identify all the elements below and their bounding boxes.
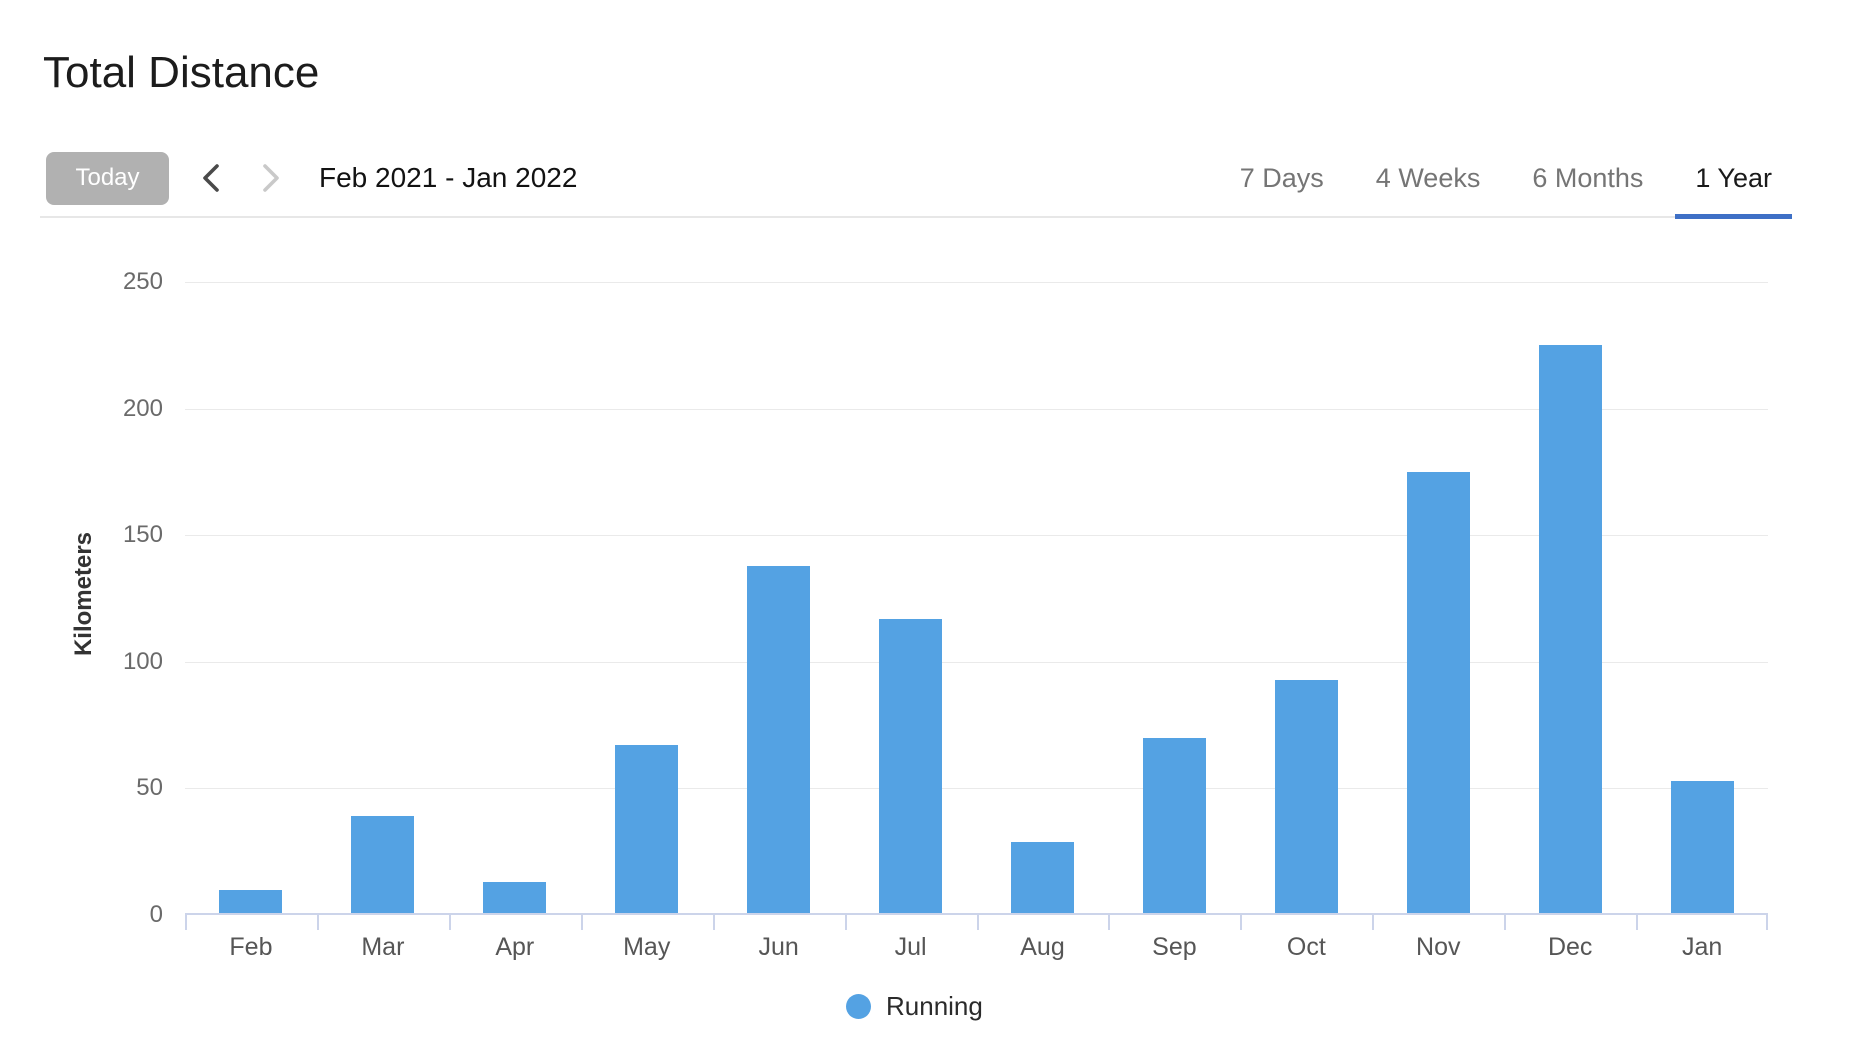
x-label-may: May [623, 933, 671, 961]
x-axis-tick [712, 915, 715, 930]
y-tick-label-0: 0 [149, 901, 163, 928]
toolbar: Today Feb 2021 - Jan 2022 7 Days 4 Weeks 6… [40, 140, 1792, 219]
page-title: Total Distance [43, 48, 320, 97]
date-range-label: Feb 2021 - Jan 2022 [319, 162, 578, 193]
bar-dec[interactable] [1538, 345, 1602, 913]
chevron-left-icon [198, 161, 224, 195]
gridline-250 [185, 282, 1768, 283]
x-axis-tick [580, 915, 583, 930]
x-label-apr: Apr [495, 933, 535, 961]
bar-jun[interactable] [747, 565, 811, 913]
bar-jul[interactable] [879, 618, 943, 913]
x-label-dec: Dec [1547, 933, 1593, 961]
y-tick-label-250: 250 [122, 268, 163, 295]
x-label-oct: Oct [1286, 933, 1326, 961]
x-axis-tick [448, 915, 451, 930]
previous-period-button[interactable] [195, 162, 227, 194]
x-axis-tick [1240, 915, 1243, 930]
bar-sep[interactable] [1142, 737, 1206, 913]
bar-chart-plot-area [185, 282, 1768, 930]
x-axis-tick [1504, 915, 1507, 930]
gridline-100 [185, 661, 1768, 663]
toolbar-left: Today Feb 2021 - Jan 2022 [40, 151, 578, 205]
bar-nov[interactable] [1406, 471, 1470, 913]
x-axis-tick [316, 915, 319, 930]
x-axis-labels: Feb Mar Apr May Jun Jul Aug Sep Oct Nov Dec Jan [185, 932, 1768, 962]
x-axis-tick [1636, 915, 1639, 930]
bar-apr[interactable] [483, 882, 547, 913]
bar-may[interactable] [615, 745, 679, 913]
x-axis-tick [976, 915, 979, 930]
legend-item-running[interactable]: Running [846, 991, 983, 1022]
x-axis-tick [1372, 915, 1375, 930]
today-button[interactable]: Today [46, 151, 169, 205]
running-series-dot-icon [846, 994, 871, 1019]
tab-4-weeks[interactable]: 4 Weeks [1375, 162, 1481, 193]
x-label-feb: Feb [229, 933, 273, 961]
x-label-jan: Jan [1681, 933, 1723, 961]
bar-aug[interactable] [1010, 841, 1074, 913]
tab-7-days[interactable]: 7 Days [1239, 162, 1324, 193]
next-period-button[interactable] [255, 162, 287, 194]
x-label-mar: Mar [361, 933, 405, 961]
bar-mar[interactable] [351, 816, 415, 913]
tab-1-year[interactable]: 1 Year [1675, 140, 1792, 219]
x-axis-tick [185, 915, 187, 930]
x-label-aug: Aug [1020, 933, 1065, 961]
x-axis-line [185, 913, 1768, 915]
y-tick-label-150: 150 [122, 521, 163, 549]
gridline-150 [185, 535, 1768, 537]
x-label-jul: Jul [894, 933, 927, 961]
x-label-jun: Jun [758, 933, 799, 961]
legend-label: Running [886, 991, 983, 1021]
x-axis-tick [1108, 915, 1111, 930]
x-label-sep: Sep [1152, 933, 1197, 961]
gridline-200 [185, 408, 1768, 410]
gridline-50 [185, 788, 1768, 790]
today-button-label: Today [75, 164, 140, 191]
chevron-right-icon [258, 161, 284, 195]
x-label-nov: Nov [1416, 933, 1461, 961]
y-tick-label-50: 50 [136, 774, 163, 802]
bar-feb[interactable] [219, 889, 283, 913]
bar-oct[interactable] [1274, 679, 1338, 913]
bar-jan[interactable] [1670, 780, 1734, 913]
y-tick-label-200: 200 [122, 394, 163, 422]
tab-6-months[interactable]: 6 Months [1532, 162, 1644, 193]
x-axis-tick [1766, 915, 1768, 930]
y-tick-label-100: 100 [122, 647, 163, 675]
y-axis-title: Kilometers [70, 531, 97, 657]
x-axis-tick [844, 915, 847, 930]
range-tabs: 7 Days 4 Weeks 6 Months 1 Year [1220, 140, 1792, 219]
